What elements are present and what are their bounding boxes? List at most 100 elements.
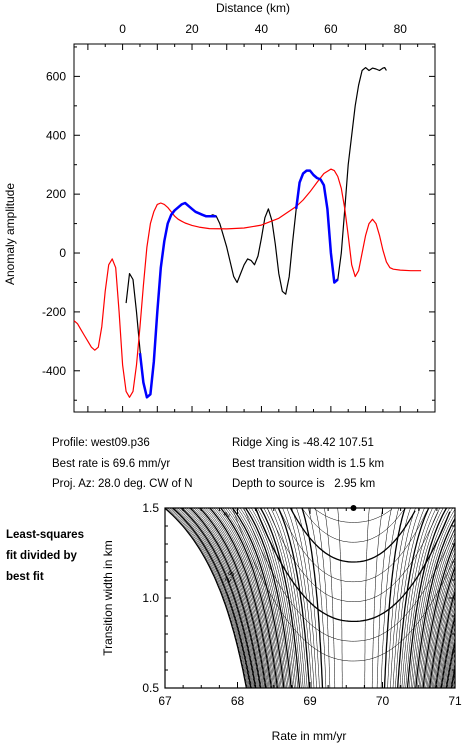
contour-line xyxy=(457,508,467,688)
contour-line xyxy=(445,635,455,688)
contour-line xyxy=(442,620,455,688)
contour-line xyxy=(430,571,455,688)
contour-line xyxy=(428,565,455,688)
contour-line xyxy=(213,508,274,688)
contour-y-tick-label: 1.5 xyxy=(142,501,159,515)
contour-line xyxy=(278,508,427,583)
contour-line xyxy=(447,646,455,688)
contour-line xyxy=(270,508,306,688)
info-ridge-xing: Ridge Xing is -48.42 107.51 xyxy=(232,437,374,449)
contour-line xyxy=(274,508,308,688)
contour-line xyxy=(222,508,279,688)
contour-line xyxy=(456,508,467,688)
contour-line xyxy=(412,508,455,688)
profile-y-tick-label: 600 xyxy=(46,69,66,83)
profile-y-axis-label: Anomaly amplitude xyxy=(3,183,17,285)
contour-line xyxy=(277,508,310,688)
contour-line xyxy=(291,508,317,688)
contour-line xyxy=(211,508,273,688)
contour-line xyxy=(418,527,455,688)
contour-line xyxy=(459,508,467,688)
contour-line xyxy=(166,508,248,688)
profile-plot-frame xyxy=(73,43,436,413)
contour-line xyxy=(251,508,295,688)
contour-line xyxy=(193,508,263,688)
contour-line xyxy=(199,508,267,688)
contour-line xyxy=(266,508,439,602)
contour-y-axis: 1.5 1.0 0.5 xyxy=(142,501,455,695)
profile-series-3 xyxy=(294,169,339,284)
contour-line xyxy=(243,508,455,642)
contour-y-axis-label: Transition width in km xyxy=(101,540,115,656)
contour-line xyxy=(426,556,455,688)
contour-x-tick-label: 71 xyxy=(448,694,462,708)
profile-y-tick-label: -200 xyxy=(42,305,66,319)
contour-line xyxy=(425,551,455,688)
contour-line xyxy=(458,508,467,688)
contour-line xyxy=(239,508,289,688)
contour-line xyxy=(180,508,257,688)
contour-line xyxy=(188,508,260,688)
contour-x-axis-label: Rate in mm/yr xyxy=(272,729,347,743)
contour-line xyxy=(232,508,455,662)
profile-x-axis: 0 20 40 60 80 xyxy=(87,22,436,412)
contour-line xyxy=(380,508,400,688)
contour-line xyxy=(216,508,276,688)
contour-line xyxy=(431,575,455,688)
contour-line xyxy=(174,508,253,688)
contour-line xyxy=(437,600,455,688)
contour-x-tick-label: 67 xyxy=(158,694,172,708)
contour-line xyxy=(227,508,282,688)
misfit-contours xyxy=(165,508,467,688)
contour-line xyxy=(376,508,392,688)
contour-line xyxy=(289,508,416,563)
profile-x-tick-label: 80 xyxy=(394,22,408,36)
profile-y-tick-label: 200 xyxy=(46,187,66,201)
profile-y-tick-label: 400 xyxy=(46,128,66,142)
info-proj-az: Proj. Az: 28.0 deg. CW of N xyxy=(52,478,193,490)
info-best-width: Best transition width is 1.5 km xyxy=(232,458,385,470)
contour-line xyxy=(172,508,252,688)
contour-line xyxy=(444,630,455,688)
contour-x-tick-label: 69 xyxy=(303,694,317,708)
contour-line xyxy=(448,651,455,688)
contour-line xyxy=(461,508,467,688)
contour-line xyxy=(257,508,298,688)
side-note: Least-squares fit divided by best fit xyxy=(6,525,84,588)
profile-y-tick-label: 0 xyxy=(59,246,66,260)
profile-y-axis: 600 400 200 0 -200 -400 xyxy=(42,46,435,401)
contour-line xyxy=(191,508,262,688)
contour-line xyxy=(409,508,450,688)
contour-line xyxy=(443,625,455,688)
info-depth: Depth to source is 2.95 km xyxy=(232,478,376,490)
contour-line xyxy=(167,508,249,688)
contour-line xyxy=(439,610,455,688)
contour-line xyxy=(282,508,312,688)
contour-line xyxy=(220,508,279,688)
contour-line xyxy=(324,508,336,688)
profile-x-tick-label: 60 xyxy=(324,22,338,36)
contour-line xyxy=(184,508,258,688)
side-note-line: Least-squares xyxy=(6,529,84,541)
contour-line xyxy=(245,508,292,688)
contour-line xyxy=(364,508,370,688)
contour-line xyxy=(415,517,455,688)
contour-line xyxy=(395,508,425,688)
contour-y-tick-label: 0.5 xyxy=(142,681,159,695)
contour-line xyxy=(165,508,248,688)
contour-line xyxy=(186,508,259,688)
info-best-rate: Best rate is 69.6 mm/yr xyxy=(52,458,171,470)
contour-line xyxy=(405,508,444,688)
profile-series xyxy=(73,67,422,399)
contour-line xyxy=(266,508,304,688)
contour-line xyxy=(296,508,320,688)
contour-line xyxy=(445,639,455,688)
contour-line xyxy=(413,513,455,688)
contour-line xyxy=(406,508,448,688)
profile-x-tick-label: 40 xyxy=(255,22,269,36)
contour-line xyxy=(177,508,254,688)
profile-x-tick-label: 0 xyxy=(119,22,126,36)
contour-line xyxy=(179,508,255,688)
contour-x-axis: 67 68 69 70 71 xyxy=(158,508,462,708)
contour-line xyxy=(169,508,250,688)
